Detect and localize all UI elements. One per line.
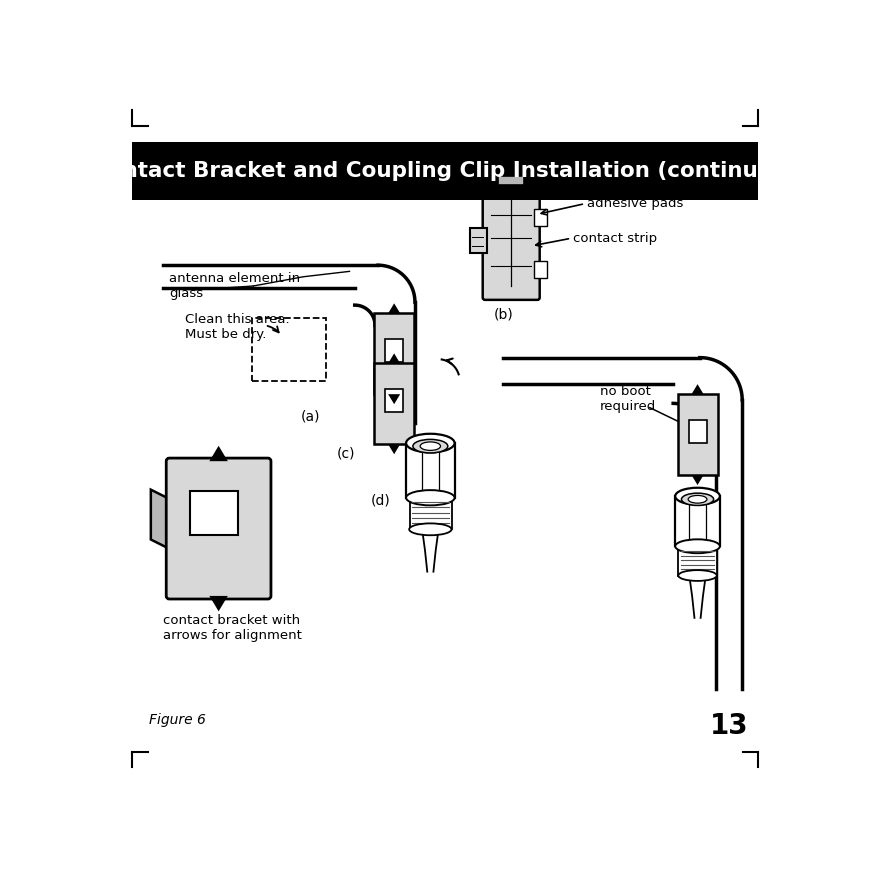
Polygon shape: [388, 444, 400, 454]
Text: (d): (d): [370, 494, 390, 507]
Text: antenna element in
glass: antenna element in glass: [169, 272, 301, 300]
Polygon shape: [692, 384, 704, 395]
Bar: [385, 339, 403, 362]
Bar: [375, 314, 415, 395]
Bar: [407, 443, 455, 498]
Polygon shape: [388, 395, 400, 404]
Text: contact bracket with
arrows for alignment: contact bracket with arrows for alignmen…: [163, 614, 302, 642]
Bar: [385, 389, 403, 412]
Ellipse shape: [675, 540, 720, 554]
Polygon shape: [388, 303, 400, 314]
Bar: [675, 496, 720, 547]
Ellipse shape: [406, 490, 454, 506]
Ellipse shape: [406, 434, 454, 453]
Bar: [409, 496, 452, 529]
Bar: [678, 395, 718, 475]
Text: (a): (a): [302, 409, 321, 423]
Ellipse shape: [420, 442, 441, 450]
Text: adhesive pads: adhesive pads: [587, 197, 683, 210]
Text: (b): (b): [494, 308, 514, 322]
FancyBboxPatch shape: [166, 458, 271, 599]
Ellipse shape: [681, 493, 713, 506]
Bar: [534, 209, 547, 226]
Text: no boot
required: no boot required: [600, 385, 656, 413]
Ellipse shape: [409, 523, 452, 535]
Ellipse shape: [675, 488, 720, 505]
Polygon shape: [209, 596, 228, 611]
Ellipse shape: [688, 495, 706, 503]
Bar: [252, 317, 326, 381]
Text: 13: 13: [710, 712, 748, 740]
Polygon shape: [692, 475, 704, 485]
Text: contact strip: contact strip: [573, 232, 657, 245]
Ellipse shape: [413, 440, 448, 453]
Text: Contact Bracket and Coupling Clip Installation (continued): Contact Bracket and Coupling Clip Instal…: [92, 162, 798, 182]
Polygon shape: [209, 446, 228, 461]
FancyBboxPatch shape: [482, 182, 540, 300]
Bar: [498, 176, 524, 185]
Polygon shape: [388, 354, 400, 363]
Bar: [132, 142, 759, 200]
Bar: [190, 491, 237, 535]
Text: Figure 6: Figure 6: [149, 713, 206, 727]
Bar: [688, 420, 706, 442]
Bar: [375, 363, 415, 444]
Bar: [469, 228, 487, 253]
Ellipse shape: [679, 570, 717, 580]
Text: (c): (c): [336, 447, 355, 461]
Bar: [534, 261, 547, 277]
Text: Clean this area.
Must be dry.: Clean this area. Must be dry.: [185, 313, 289, 341]
Polygon shape: [151, 489, 169, 548]
Bar: [679, 545, 717, 575]
